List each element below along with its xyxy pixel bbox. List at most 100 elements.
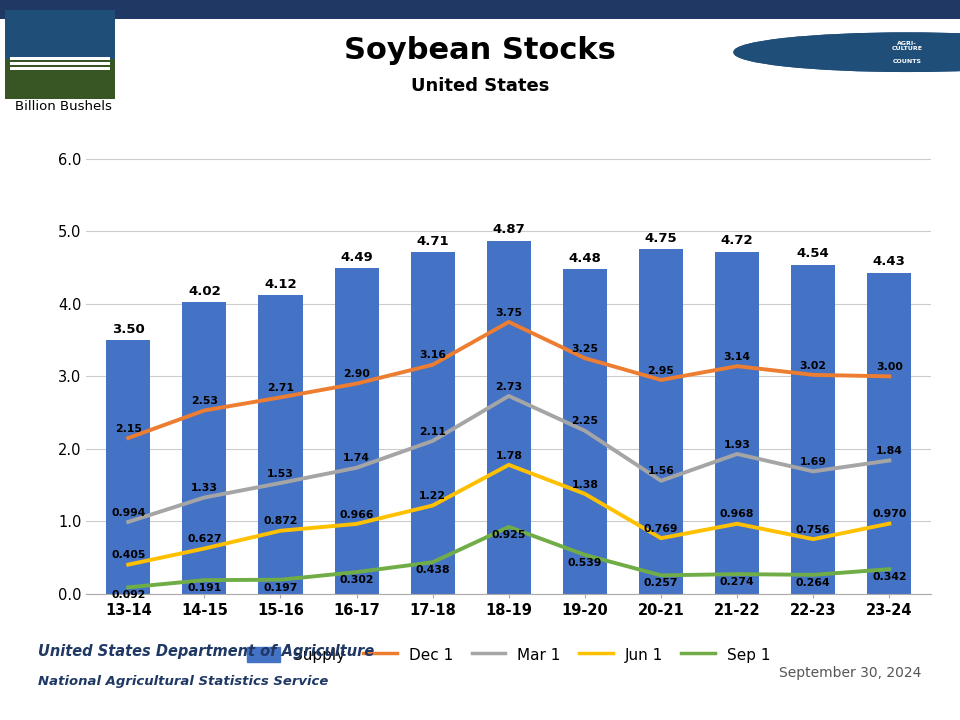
Jun 1 bbox=[350, 520, 362, 528]
Bar bbox=[791, 265, 835, 594]
Text: AGRI-
CULTURE: AGRI- CULTURE bbox=[892, 40, 923, 51]
Text: 2.25: 2.25 bbox=[571, 416, 598, 426]
Jun 1 bbox=[123, 560, 134, 569]
Bar bbox=[639, 249, 684, 594]
Text: 1.74: 1.74 bbox=[343, 454, 371, 464]
Text: 2.73: 2.73 bbox=[495, 382, 522, 392]
Text: United States: United States bbox=[411, 76, 549, 94]
Text: United States Department of Agriculture: United States Department of Agriculture bbox=[38, 644, 374, 659]
Text: 0.191: 0.191 bbox=[187, 583, 222, 593]
Mar 1 bbox=[807, 467, 819, 476]
Text: 3.14: 3.14 bbox=[724, 352, 751, 362]
Jun 1 bbox=[503, 461, 515, 469]
Text: 1.78: 1.78 bbox=[495, 451, 522, 461]
Text: 2.90: 2.90 bbox=[343, 369, 370, 379]
Text: 3.25: 3.25 bbox=[571, 344, 598, 354]
Jun 1 bbox=[579, 490, 590, 498]
Text: 0.872: 0.872 bbox=[263, 516, 298, 526]
Mar 1 bbox=[275, 479, 286, 487]
Text: 2.15: 2.15 bbox=[115, 423, 142, 433]
Text: 4.48: 4.48 bbox=[568, 251, 601, 265]
Dec 1 bbox=[503, 318, 515, 326]
Mar 1 bbox=[123, 518, 134, 526]
Bar bbox=[10, 68, 110, 70]
Text: 0.994: 0.994 bbox=[111, 508, 146, 518]
Text: 0.264: 0.264 bbox=[796, 577, 830, 588]
Sep 1 bbox=[350, 568, 362, 577]
Mar 1 bbox=[199, 493, 210, 502]
Jun 1 bbox=[427, 501, 439, 510]
Text: 0.302: 0.302 bbox=[339, 575, 373, 585]
Sep 1 bbox=[199, 576, 210, 585]
Dec 1 bbox=[350, 379, 362, 388]
Line: Jun 1: Jun 1 bbox=[129, 465, 889, 564]
Circle shape bbox=[734, 33, 960, 71]
Text: 0.966: 0.966 bbox=[339, 510, 373, 520]
Text: 0.257: 0.257 bbox=[644, 578, 679, 588]
Line: Dec 1: Dec 1 bbox=[129, 322, 889, 438]
Text: 2.53: 2.53 bbox=[191, 396, 218, 406]
Circle shape bbox=[734, 33, 960, 71]
Text: 0.756: 0.756 bbox=[796, 525, 830, 535]
Dec 1 bbox=[883, 372, 895, 381]
Text: 4.87: 4.87 bbox=[492, 223, 525, 236]
Text: 4.12: 4.12 bbox=[264, 278, 297, 291]
Bar bbox=[182, 302, 227, 594]
Text: 2.71: 2.71 bbox=[267, 383, 294, 393]
Bar bbox=[258, 295, 302, 594]
Sep 1 bbox=[807, 570, 819, 579]
Text: 0.769: 0.769 bbox=[644, 524, 679, 534]
Legend: Supply, Dec 1, Mar 1, Jun 1, Sep 1: Supply, Dec 1, Mar 1, Jun 1, Sep 1 bbox=[241, 641, 777, 669]
Text: 1.33: 1.33 bbox=[191, 483, 218, 493]
Sep 1 bbox=[732, 570, 743, 578]
Text: 0.925: 0.925 bbox=[492, 530, 526, 540]
Mar 1 bbox=[656, 477, 667, 485]
Sep 1 bbox=[427, 558, 439, 567]
Text: 0.968: 0.968 bbox=[720, 510, 755, 519]
Sep 1 bbox=[883, 565, 895, 574]
Bar bbox=[334, 269, 378, 594]
Text: 2.95: 2.95 bbox=[648, 366, 675, 376]
Text: 3.50: 3.50 bbox=[112, 323, 145, 336]
Text: 0.970: 0.970 bbox=[872, 509, 906, 519]
Bar bbox=[10, 57, 110, 60]
Text: 0.438: 0.438 bbox=[416, 565, 450, 575]
Bar bbox=[107, 340, 151, 594]
Sep 1 bbox=[123, 583, 134, 592]
Sep 1 bbox=[579, 551, 590, 559]
Text: 4.43: 4.43 bbox=[873, 255, 906, 269]
Dec 1 bbox=[199, 406, 210, 415]
Jun 1 bbox=[732, 519, 743, 528]
Text: 4.75: 4.75 bbox=[645, 232, 678, 245]
Text: 0.197: 0.197 bbox=[263, 582, 298, 593]
Text: 4.71: 4.71 bbox=[417, 235, 449, 248]
Bar bbox=[715, 251, 759, 594]
Text: 3.00: 3.00 bbox=[876, 362, 902, 372]
Jun 1 bbox=[275, 526, 286, 535]
Text: 0.342: 0.342 bbox=[872, 572, 906, 582]
Bar bbox=[411, 252, 455, 594]
Text: September 30, 2024: September 30, 2024 bbox=[780, 667, 922, 680]
Text: Billion Bushels: Billion Bushels bbox=[14, 100, 111, 113]
Text: 3.75: 3.75 bbox=[495, 307, 522, 318]
Text: 1.22: 1.22 bbox=[420, 491, 446, 501]
Text: 1.93: 1.93 bbox=[724, 440, 751, 449]
Text: 3.02: 3.02 bbox=[800, 361, 827, 371]
Text: 2.11: 2.11 bbox=[420, 426, 446, 436]
Bar bbox=[5, 10, 115, 99]
Sep 1 bbox=[656, 571, 667, 580]
Text: 0.274: 0.274 bbox=[720, 577, 755, 587]
Dec 1 bbox=[579, 354, 590, 362]
Sep 1 bbox=[275, 575, 286, 584]
Dec 1 bbox=[807, 371, 819, 379]
Text: USDA: USDA bbox=[30, 25, 90, 44]
Text: 4.54: 4.54 bbox=[797, 247, 829, 260]
Jun 1 bbox=[807, 535, 819, 544]
Text: National Agricultural Statistics Service: National Agricultural Statistics Service bbox=[38, 675, 328, 688]
Bar bbox=[487, 240, 531, 594]
Text: 0.539: 0.539 bbox=[567, 558, 602, 568]
Jun 1 bbox=[883, 519, 895, 528]
Dec 1 bbox=[656, 376, 667, 384]
Dec 1 bbox=[275, 393, 286, 402]
Mar 1 bbox=[732, 450, 743, 459]
